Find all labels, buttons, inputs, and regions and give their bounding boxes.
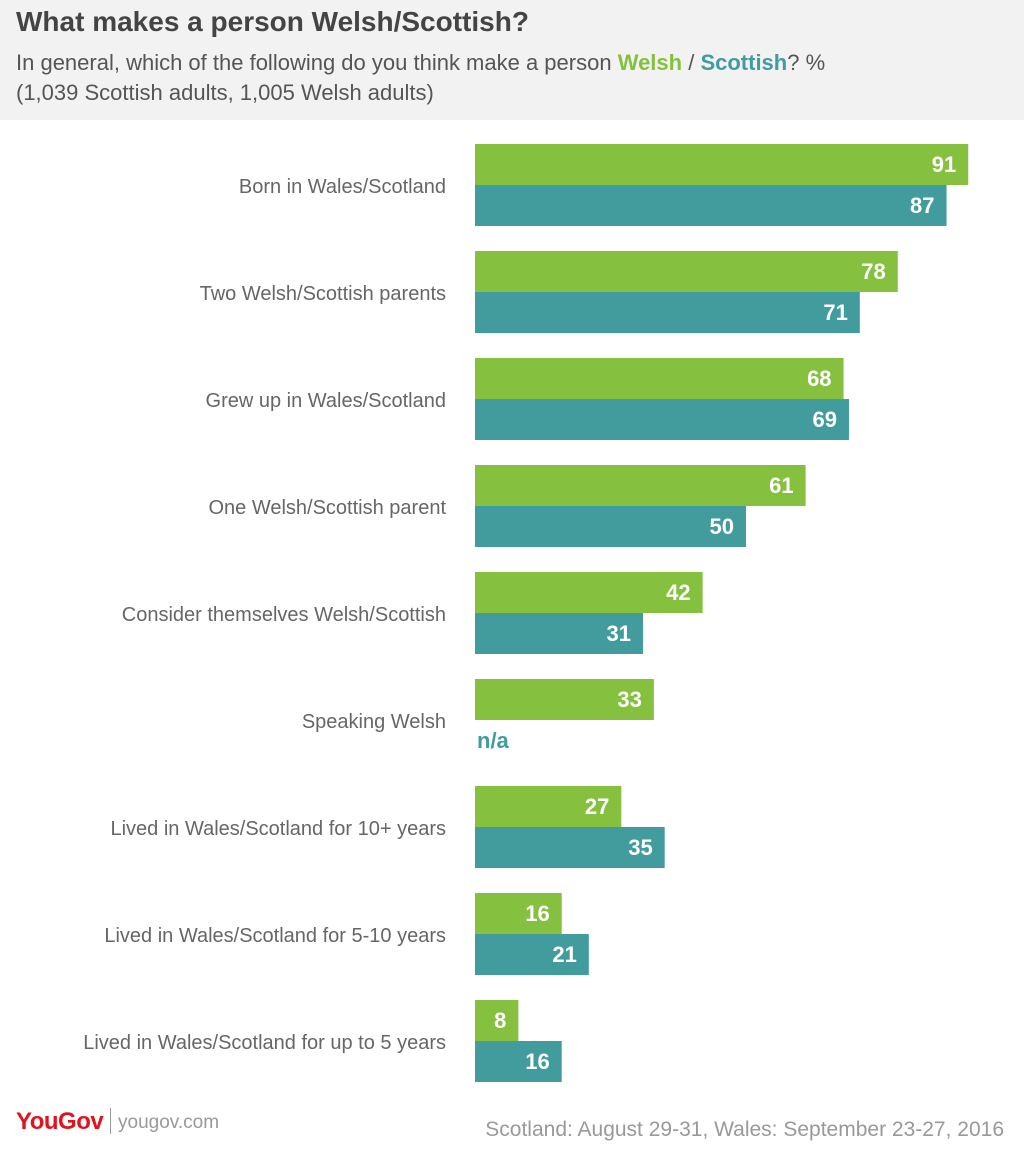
welsh-value-label: 61 xyxy=(769,473,793,498)
subtitle-prefix: In general, which of the following do yo… xyxy=(16,50,618,75)
scottish-bar xyxy=(475,292,860,333)
chart-subtitle: In general, which of the following do yo… xyxy=(16,50,825,76)
scottish-bar xyxy=(475,399,849,440)
category-label: Two Welsh/Scottish parents xyxy=(200,283,446,305)
scottish-bar xyxy=(475,1041,562,1082)
footer-site-link[interactable]: yougov.com xyxy=(118,1112,220,1133)
scottish-value-label: 31 xyxy=(607,621,631,646)
category-label: One Welsh/Scottish parent xyxy=(208,497,446,519)
welsh-bar xyxy=(475,679,654,720)
chart-sample-note: (1,039 Scottish adults, 1,005 Welsh adul… xyxy=(16,80,434,105)
scottish-bar xyxy=(475,613,644,654)
chart-header: What makes a person Welsh/Scottish? In g… xyxy=(0,0,1024,120)
scottish-value-label: 16 xyxy=(525,1049,549,1074)
scottish-value-label: 87 xyxy=(910,193,934,218)
footer-divider xyxy=(110,1108,111,1134)
welsh-bar xyxy=(475,1000,519,1041)
welsh-value-label: 16 xyxy=(525,901,549,926)
welsh-value-label: 91 xyxy=(932,152,956,177)
welsh-value-label: 78 xyxy=(861,259,885,284)
footer-fieldwork-dates: Scotland: August 29-31, Wales: September… xyxy=(485,1118,1004,1141)
welsh-value-label: 8 xyxy=(494,1008,506,1033)
scottish-value-label: 71 xyxy=(823,300,847,325)
category-label: Grew up in Wales/Scotland xyxy=(206,390,446,412)
scottish-value-label: 50 xyxy=(710,514,734,539)
missing-value-label: n/a xyxy=(477,728,510,753)
subtitle-welsh-keyword: Welsh xyxy=(617,50,683,75)
scottish-value-label: 35 xyxy=(628,835,652,860)
scottish-value-label: 69 xyxy=(812,407,836,432)
category-label: Born in Wales/Scotland xyxy=(239,176,446,198)
welsh-bar xyxy=(475,144,969,185)
subtitle-separator: / xyxy=(682,50,701,75)
category-label: Lived in Wales/Scotland for 5-10 years xyxy=(104,925,446,947)
subtitle-suffix: ? % xyxy=(787,50,826,75)
yougov-logo: YouGov xyxy=(16,1108,104,1135)
category-label: Speaking Welsh xyxy=(302,711,446,733)
welsh-value-label: 68 xyxy=(807,366,831,391)
bar-chart: Born in Wales/Scotland 91 87 Two Welsh/Scot… xyxy=(83,144,969,1082)
welsh-bar xyxy=(475,893,562,934)
scottish-value-label: 21 xyxy=(552,942,576,967)
category-label: Lived in Wales/Scotland for 10+ years xyxy=(110,818,446,840)
welsh-value-label: 33 xyxy=(617,687,641,712)
welsh-value-label: 42 xyxy=(666,580,690,605)
scottish-bar xyxy=(475,506,746,547)
scottish-bar xyxy=(475,185,947,226)
welsh-value-label: 27 xyxy=(585,794,609,819)
category-label: Lived in Wales/Scotland for up to 5 year… xyxy=(83,1032,446,1054)
category-label: Consider themselves Welsh/Scottish xyxy=(122,604,446,626)
welsh-bar xyxy=(475,358,844,399)
scottish-bar xyxy=(475,827,665,868)
subtitle-scottish-keyword: Scottish xyxy=(700,50,788,75)
welsh-bar xyxy=(475,572,703,613)
scottish-bar xyxy=(475,934,589,975)
welsh-bar xyxy=(475,251,898,292)
welsh-bar xyxy=(475,465,806,506)
welsh-bar xyxy=(475,786,622,827)
chart-title: What makes a person Welsh/Scottish? xyxy=(16,6,529,37)
